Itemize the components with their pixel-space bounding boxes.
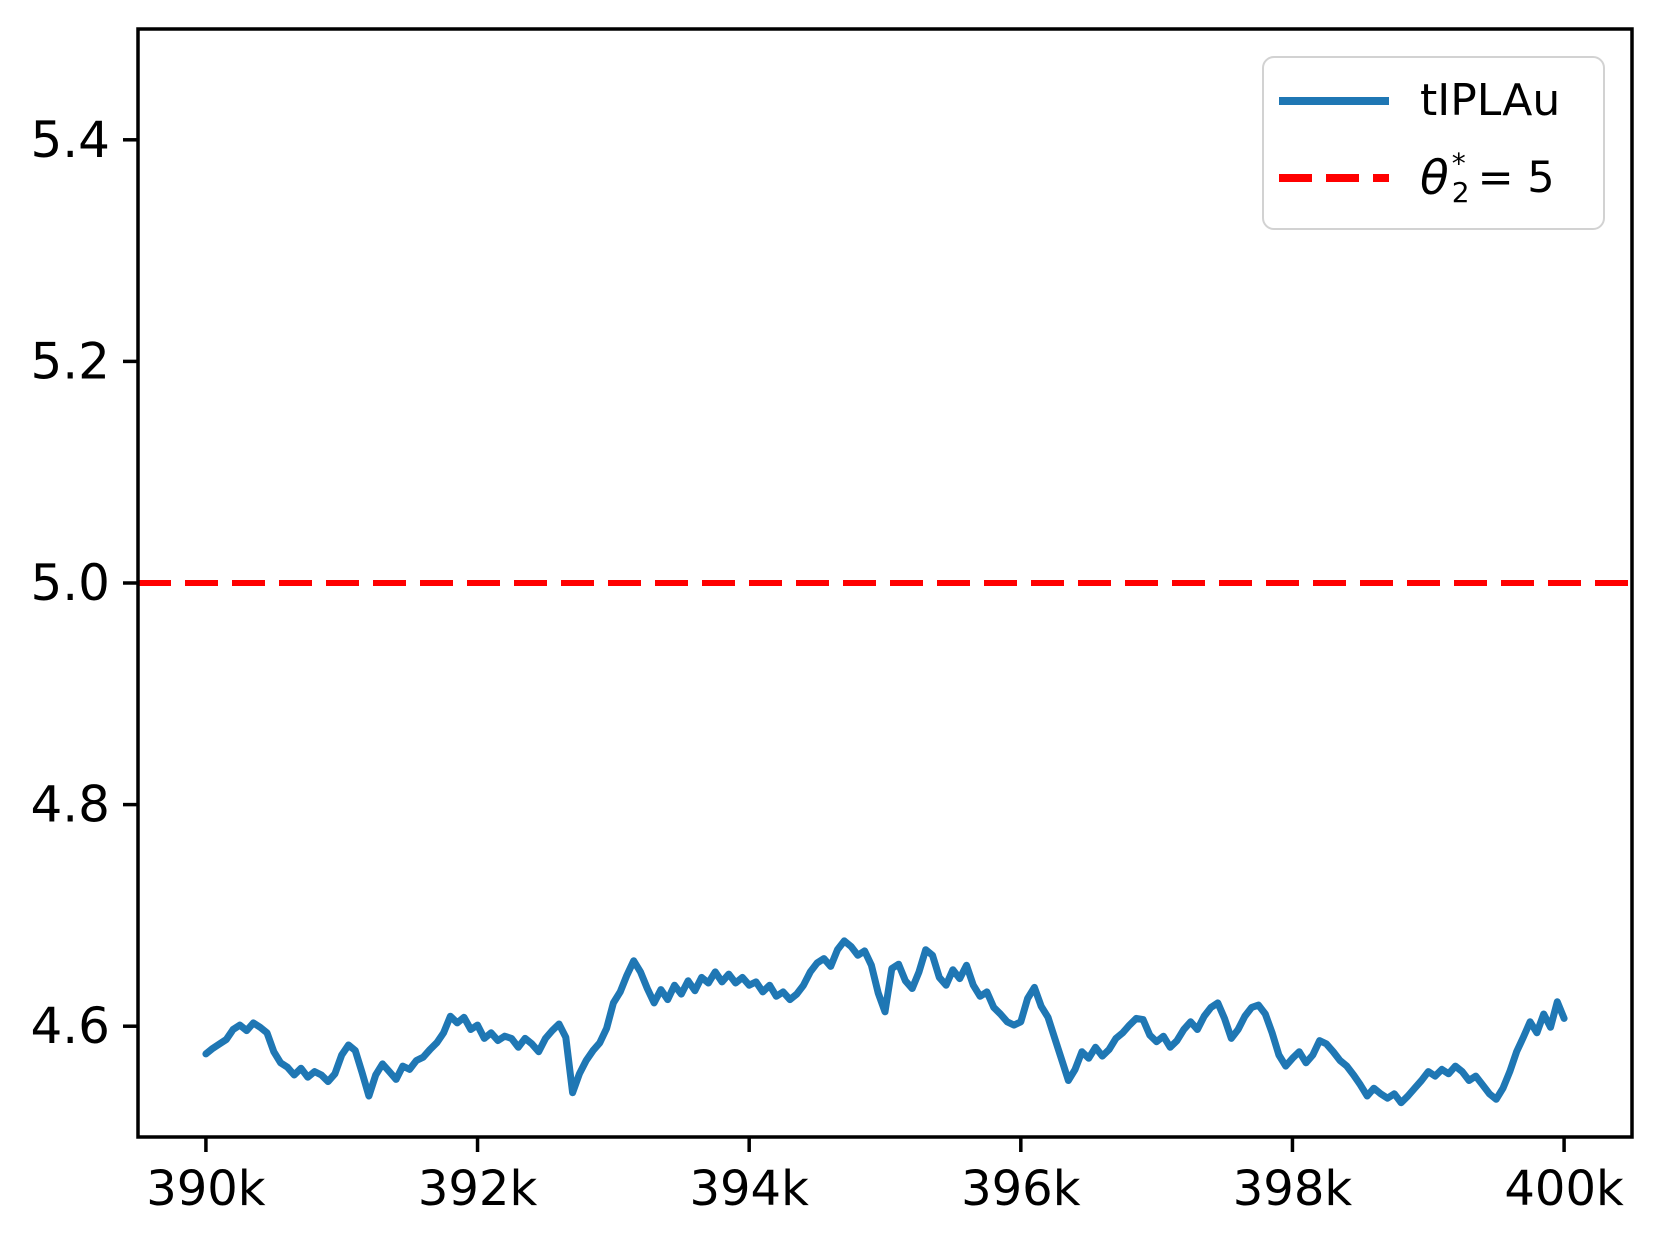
- legend-line-sample-dashed: [1279, 174, 1389, 183]
- theta-subsup: * 2: [1451, 146, 1470, 209]
- y-axis-tick-label-4.8: 4.8: [30, 776, 110, 834]
- y-axis-tick-label-5.4: 5.4: [30, 111, 110, 169]
- x-axis-tick-label-400k: 400k: [1504, 1161, 1624, 1217]
- y-axis-tick-label-5.2: 5.2: [30, 332, 110, 390]
- x-axis-tick-label-394k: 394k: [689, 1161, 809, 1217]
- legend: tIPLAu θ * 2 = 5: [1262, 56, 1605, 230]
- x-axis-tick-label-392k: 392k: [418, 1161, 538, 1217]
- y-axis-tick-label-5.0: 5.0: [30, 554, 110, 612]
- legend-label-theta: θ * 2 = 5: [1420, 146, 1555, 209]
- legend-line-sample-solid: [1279, 97, 1389, 106]
- legend-item-tiplau: tIPLAu: [1279, 79, 1593, 123]
- data-line-tiplau: [202, 937, 1568, 1107]
- y-axis-tick-label-4.6: 4.6: [30, 997, 110, 1055]
- x-axis-tick-label-398k: 398k: [1233, 1161, 1353, 1217]
- x-axis-tick-label-390k: 390k: [146, 1161, 266, 1217]
- theta-symbol: θ: [1420, 150, 1449, 206]
- plot-area-spines: [136, 27, 1634, 1139]
- legend-item-theta: θ * 2 = 5: [1279, 146, 1593, 209]
- theta-subscript: 2: [1451, 175, 1470, 209]
- theta-superscript: *: [1451, 146, 1466, 180]
- x-axis-tick-label-396k: 396k: [961, 1161, 1081, 1217]
- legend-label-tiplau: tIPLAu: [1420, 75, 1561, 127]
- theta-equals-value: = 5: [1477, 152, 1555, 203]
